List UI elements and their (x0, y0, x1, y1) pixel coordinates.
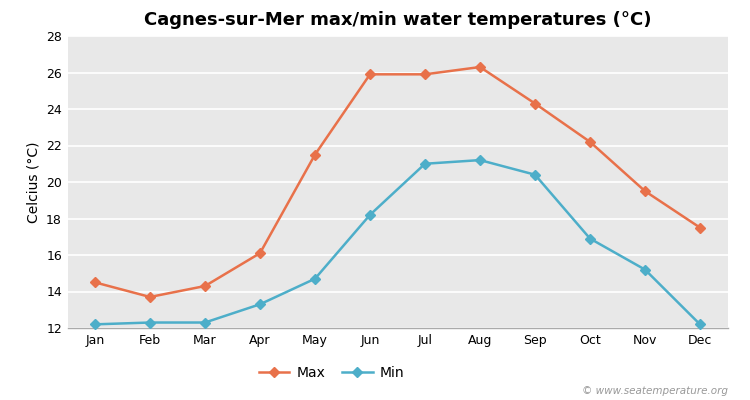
Min (146, 320, 154, 325)
Title: Cagnes-sur-Mer max/min water temperatures (°C): Cagnes-sur-Mer max/min water temperature… (144, 11, 651, 29)
Max (476, 65, 484, 70)
Max (530, 101, 539, 106)
Min (256, 302, 265, 307)
Max (91, 280, 100, 285)
Min (421, 161, 430, 166)
Min (640, 267, 650, 272)
Min (586, 236, 595, 241)
Min (530, 172, 539, 177)
Max (310, 152, 320, 157)
Min (695, 322, 704, 327)
Max (695, 225, 704, 230)
Line: Min: Min (92, 157, 704, 328)
Min (91, 322, 100, 327)
Min (476, 158, 484, 162)
Text: © www.seatemperature.org: © www.seatemperature.org (581, 386, 728, 396)
Max (200, 284, 209, 288)
Max (421, 72, 430, 77)
Min (310, 276, 320, 281)
Max (365, 72, 374, 77)
Min (200, 320, 209, 325)
Max (586, 140, 595, 144)
Min (365, 212, 374, 217)
Line: Max: Max (92, 64, 704, 300)
Max (146, 294, 154, 299)
Legend: Max, Min: Max, Min (254, 360, 410, 385)
Max (640, 189, 650, 194)
Y-axis label: Celcius (°C): Celcius (°C) (26, 141, 40, 223)
Max (256, 251, 265, 256)
